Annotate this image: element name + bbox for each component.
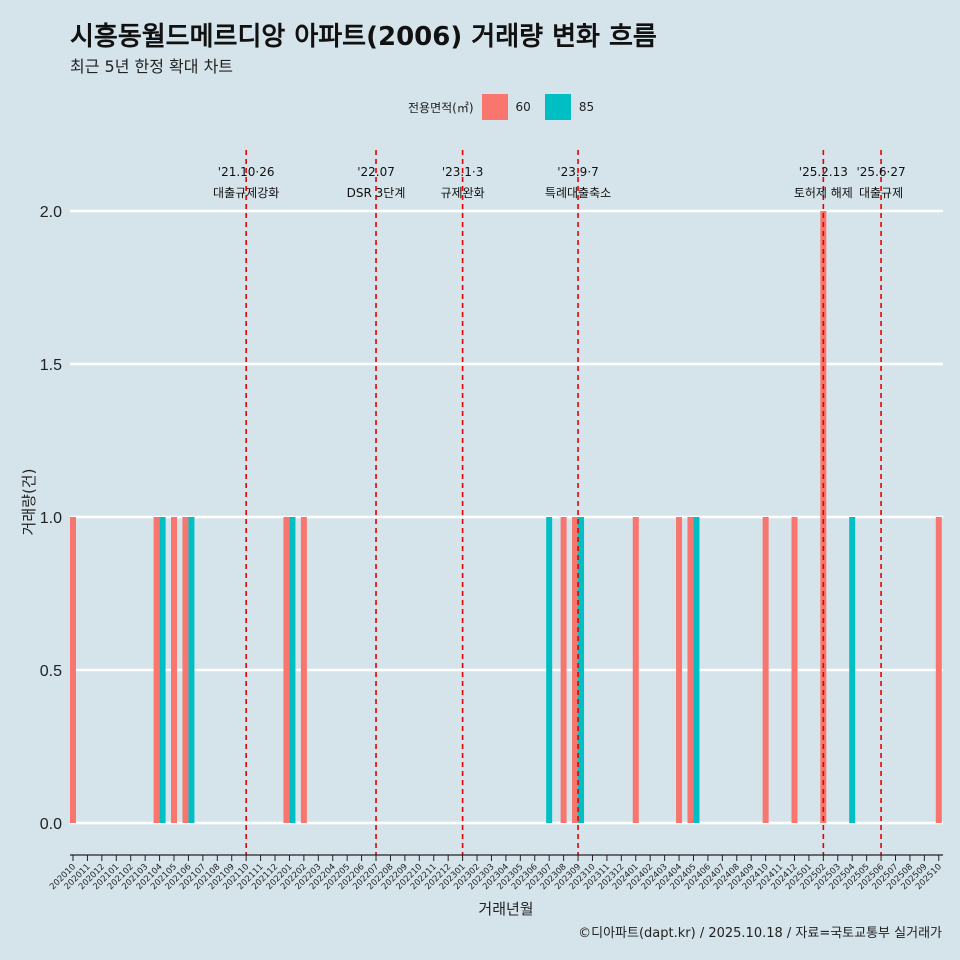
event-label: DSR 3단계 — [347, 186, 406, 200]
bar-60 — [300, 517, 307, 823]
event-date: '25.6·27 — [857, 165, 906, 179]
bar-85 — [578, 517, 585, 823]
y-tick-label: 1.0 — [40, 510, 62, 527]
bar-85 — [546, 517, 553, 823]
bar-60 — [791, 517, 798, 823]
bar-60 — [820, 211, 827, 823]
bar-60 — [182, 517, 189, 823]
y-tick-label: 2.0 — [40, 204, 62, 221]
bar-60 — [153, 517, 160, 823]
bar-85 — [159, 517, 166, 823]
event-date: '23.9·7 — [557, 165, 598, 179]
bar-60 — [171, 517, 178, 823]
source-caption: ©디아파트(dapt.kr) / 2025.10.18 / 자료=국토교통부 실… — [578, 926, 942, 941]
event-label: 토허제 해제 — [794, 186, 853, 200]
y-tick-label: 1.5 — [40, 357, 62, 374]
bar-60 — [283, 517, 290, 823]
event-label: 특례대출축소 — [545, 186, 611, 200]
bar-85 — [289, 517, 296, 823]
event-date: '21.10·26 — [218, 165, 275, 179]
y-tick-label: 0.0 — [40, 816, 62, 833]
bar-60 — [560, 517, 567, 823]
event-date: '23.1·3 — [442, 165, 483, 179]
x-axis-title: 거래년월 — [478, 900, 533, 918]
event-label: 대출규제강화 — [213, 186, 279, 200]
bar-60 — [687, 517, 694, 823]
event-label: 대출규제 — [859, 186, 903, 200]
event-label: 규제완화 — [441, 186, 485, 200]
event-date: '22.07 — [357, 165, 395, 179]
bar-60 — [762, 517, 769, 823]
legend-label-60: 60 — [515, 100, 531, 114]
chart-subtitle: 최근 5년 한정 확대 차트 — [70, 57, 234, 76]
bar-85 — [693, 517, 700, 823]
legend-swatch-60 — [481, 94, 508, 120]
legend-swatch-85 — [544, 94, 571, 120]
legend-label-85: 85 — [578, 100, 595, 114]
bar-85 — [849, 517, 856, 823]
y-axis-title: 거래량(건) — [20, 469, 38, 536]
bar-60 — [572, 517, 579, 823]
bar-60 — [632, 517, 639, 823]
legend-title: 전용면적(㎡) — [408, 100, 474, 115]
y-tick-label: 0.5 — [40, 663, 62, 680]
legend: 전용면적(㎡) 60 85 — [408, 93, 608, 121]
event-date: '25.2.13 — [799, 165, 848, 179]
chart-title: 시흥동월드메르디앙 아파트(2006) 거래량 변화 흐름 — [70, 22, 657, 52]
bar-60 — [935, 517, 942, 823]
bar-60 — [70, 517, 76, 823]
bar-60 — [676, 517, 683, 823]
bar-85 — [188, 517, 195, 823]
